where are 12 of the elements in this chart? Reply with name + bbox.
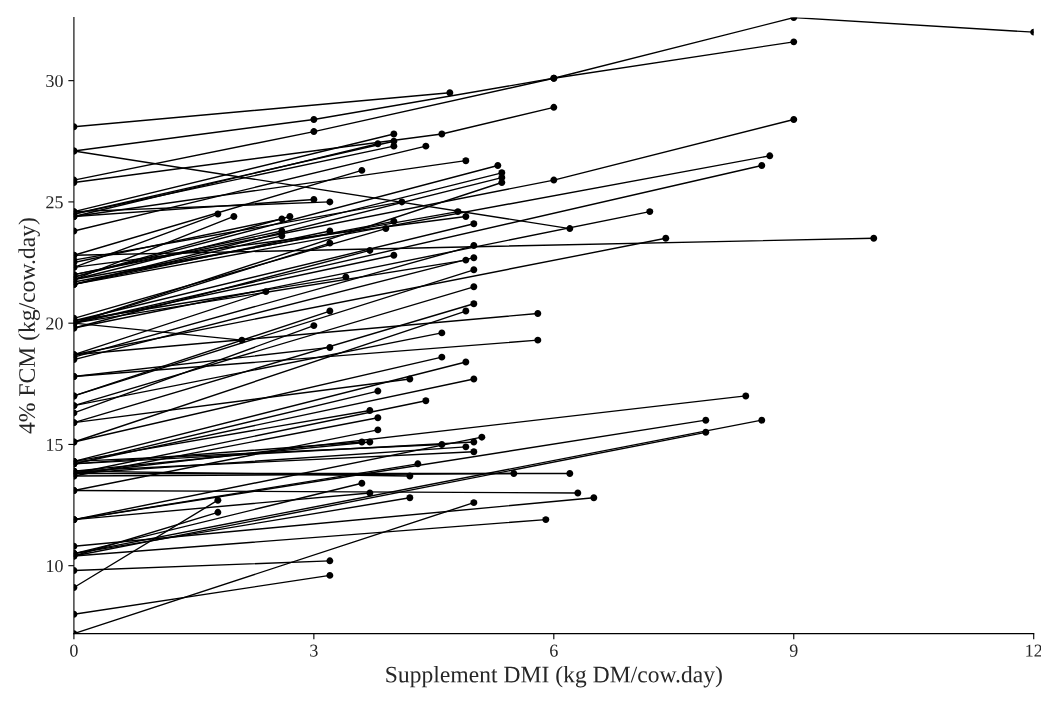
x-tick-label: 12 bbox=[1026, 644, 1041, 657]
y-tick-label: 15 bbox=[47, 438, 63, 451]
x-tick-label: 9 bbox=[789, 644, 798, 657]
y-axis-title: 4% FCM (kg/cow.day) bbox=[18, 218, 40, 434]
x-tick-label: 6 bbox=[550, 644, 558, 657]
x-tick-label: 0 bbox=[70, 644, 78, 657]
y-tick-label: 10 bbox=[47, 559, 63, 573]
x-axis-title: Supplement DMI (kg DM/cow.day) bbox=[386, 665, 722, 688]
y-tick-label: 20 bbox=[46, 317, 63, 330]
y-tick-label: 30 bbox=[46, 74, 63, 88]
x-tick-label: 3 bbox=[310, 644, 318, 657]
y-tick-label: 25 bbox=[46, 196, 63, 209]
